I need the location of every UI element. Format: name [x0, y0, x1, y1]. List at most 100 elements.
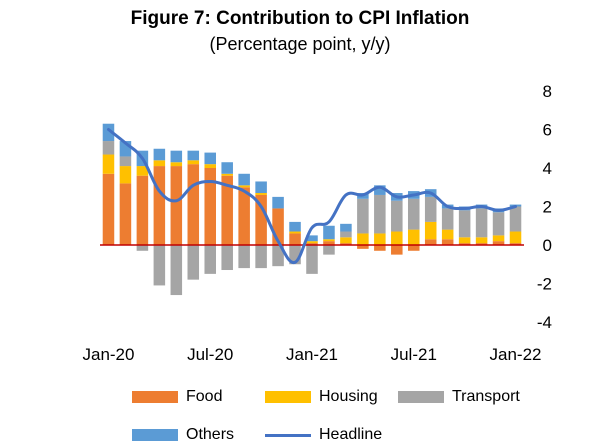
bar-housing-May-20	[170, 162, 183, 167]
chart-subtitle: (Percentage point, y/y)	[209, 34, 391, 54]
bar-housing-Mar-21	[340, 237, 352, 244]
bar-food-Nov-20	[272, 208, 284, 245]
bar-transport-Jul-20	[204, 245, 216, 274]
bar-housing-Aug-20	[221, 173, 233, 176]
bar-transport-Oct-21	[458, 210, 471, 238]
bar-others-Mar-21	[340, 223, 352, 232]
legend-label-others: Others	[186, 426, 235, 443]
bar-housing-Feb-21	[323, 239, 335, 242]
legend-item-others: Others	[132, 426, 234, 444]
bar-housing-Jul-20	[204, 164, 216, 168]
chart-plot: -4 -2 0 2 4 6 8 Jan-20 Jul-20 Jan-21 Jul-21 Jan-22	[82, 82, 552, 364]
bar-food-Mar-21	[340, 243, 352, 245]
bar-housing-Jan-22	[509, 231, 522, 244]
bar-others-Jan-20	[102, 123, 115, 142]
bar-food-Feb-20	[119, 183, 132, 245]
bar-others-Feb-20	[119, 141, 132, 157]
bar-transport-Apr-20	[153, 245, 166, 286]
bar-housing-Sep-21	[441, 229, 454, 240]
bar-transport-Apr-21	[357, 198, 369, 234]
bar-transport-May-20	[170, 245, 183, 296]
bar-transport-Mar-21	[340, 231, 352, 238]
bar-transport-Feb-20	[119, 156, 132, 167]
legend-item-food: Food	[132, 388, 222, 406]
bar-others-May-21	[374, 185, 386, 195]
y-tick-label: 2	[543, 198, 552, 217]
headline-line	[106, 128, 518, 265]
x-tick-label: Jan-20	[82, 345, 134, 364]
bar-transport-Aug-20	[221, 245, 233, 271]
legend-item-housing: Housing	[265, 388, 378, 406]
bar-food-Oct-20	[255, 194, 267, 245]
bar-others-Jan-21	[306, 235, 318, 242]
bar-food-Aug-21	[424, 239, 437, 245]
bar-transport-Nov-20	[272, 245, 284, 267]
x-tick-label: Jul-20	[187, 345, 233, 364]
y-tick-label: 4	[543, 159, 552, 178]
bar-others-May-20	[170, 150, 183, 163]
chart-title: Figure 7: Contribution to CPI Inflation	[130, 8, 470, 29]
bar-others-Jul-20	[204, 152, 216, 165]
bar-transport-Jun-20	[187, 245, 200, 280]
bar-others-Oct-20	[255, 181, 267, 194]
y-tick-label: 8	[543, 82, 552, 101]
bar-others-Aug-20	[221, 162, 233, 174]
legend-item-transport: Transport	[398, 388, 520, 406]
bar-transport-Dec-21	[492, 212, 505, 236]
bar-housing-Dec-21	[492, 235, 505, 242]
bar-housing-Oct-21	[458, 237, 471, 244]
bar-housing-Jun-20	[187, 160, 200, 165]
x-tick-label: Jul-21	[391, 345, 437, 364]
bar-housing-Jan-21	[306, 241, 318, 244]
bar-housing-Jun-21	[391, 231, 403, 245]
bar-housing-Dec-20	[289, 231, 301, 234]
bar-transport-May-21	[374, 194, 386, 234]
bar-housing-Apr-21	[357, 233, 369, 245]
bar-food-Mar-20	[136, 175, 149, 245]
bar-transport-Nov-21	[475, 208, 488, 238]
bar-food-May-20	[170, 166, 183, 245]
bar-transport-Mar-20	[136, 245, 149, 251]
bar-transport-Jun-21	[391, 200, 403, 232]
bar-housing-Aug-21	[424, 221, 437, 240]
bar-transport-Aug-21	[424, 196, 437, 222]
legend-label-headline: Headline	[319, 426, 383, 443]
bar-food-Dec-21	[492, 241, 505, 245]
y-tick-label: -2	[537, 275, 552, 294]
bar-housing-May-21	[374, 233, 386, 245]
bar-housing-Nov-21	[475, 237, 488, 244]
bar-others-Sep-20	[238, 173, 250, 186]
y-tick-label: 6	[543, 121, 552, 140]
bar-food-Jan-21	[306, 243, 318, 245]
legend-label-housing: Housing	[319, 388, 378, 405]
bar-food-Jan-22	[509, 243, 522, 245]
bar-food-Dec-20	[289, 233, 301, 245]
bar-food-Jun-20	[187, 164, 200, 245]
bar-housing-Jul-21	[407, 229, 420, 245]
legend-swatch-food	[132, 391, 178, 403]
bar-housing-Feb-20	[119, 166, 132, 184]
bar-food-Sep-20	[238, 187, 250, 245]
bar-transport-Jan-20	[102, 141, 115, 155]
bar-housing-Apr-20	[153, 160, 166, 167]
chart-legend: Food Housing Transport Others Headline	[0, 380, 600, 447]
bar-food-Jan-20	[102, 173, 115, 245]
bar-transport-Jul-21	[407, 198, 420, 230]
bar-transport-Jan-22	[509, 206, 522, 232]
bar-housing-Mar-20	[136, 166, 149, 176]
bar-others-Dec-20	[289, 221, 301, 232]
bar-transport-Oct-20	[255, 245, 267, 269]
bar-others-Feb-21	[323, 225, 335, 240]
bar-others-Nov-20	[272, 196, 284, 209]
bar-food-Jul-20	[204, 168, 216, 245]
bar-transport-Sep-21	[441, 208, 454, 230]
bar-food-Oct-21	[458, 243, 471, 245]
bar-food-Jul-21	[407, 245, 420, 251]
legend-item-headline: Headline	[265, 426, 382, 444]
bar-transport-Sep-20	[238, 245, 250, 269]
bar-housing-Jan-20	[102, 154, 115, 174]
bar-housing-Oct-20	[255, 193, 267, 195]
bar-food-Apr-20	[153, 166, 166, 245]
bar-food-Feb-21	[323, 241, 335, 245]
bar-transport-Dec-20	[289, 245, 301, 265]
